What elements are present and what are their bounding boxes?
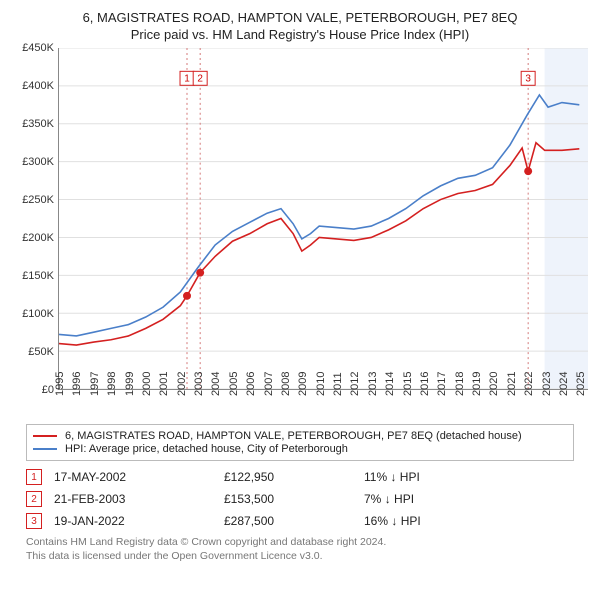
legend-label: HPI: Average price, detached house, City…: [65, 443, 348, 455]
x-axis-labels: 1995199619971998199920002001200220032004…: [58, 390, 588, 418]
event-date: 21-FEB-2003: [54, 492, 224, 506]
y-tick-label: £400K: [22, 80, 54, 92]
y-tick-label: £100K: [22, 308, 54, 320]
event-row: 1 17-MAY-2002£122,95011% ↓ HPI: [26, 469, 574, 485]
y-tick-label: £250K: [22, 194, 54, 206]
event-number-box: 2: [26, 491, 42, 507]
y-tick-label: £150K: [22, 270, 54, 282]
title-main: 6, MAGISTRATES ROAD, HAMPTON VALE, PETER…: [12, 10, 588, 25]
events-table: 1 17-MAY-2002£122,95011% ↓ HPI 2 21-FEB-200…: [26, 469, 574, 529]
y-tick-label: £300K: [22, 156, 54, 168]
footer: Contains HM Land Registry data © Crown c…: [26, 535, 588, 563]
y-tick-label: £0: [42, 384, 54, 396]
chart-container: 6, MAGISTRATES ROAD, HAMPTON VALE, PETER…: [0, 0, 600, 571]
event-date: 17-MAY-2002: [54, 470, 224, 484]
event-number-box: 3: [26, 513, 42, 529]
y-tick-label: £350K: [22, 118, 54, 130]
event-date: 19-JAN-2022: [54, 514, 224, 528]
event-vs-hpi: 7% ↓ HPI: [364, 492, 574, 506]
title-sub: Price paid vs. HM Land Registry's House …: [12, 27, 588, 42]
x-tick-label: 2025: [575, 372, 599, 396]
y-tick-label: £200K: [22, 232, 54, 244]
legend-swatch: [33, 435, 57, 437]
event-vs-hpi: 16% ↓ HPI: [364, 514, 574, 528]
y-tick-label: £450K: [22, 42, 54, 54]
chart-titles: 6, MAGISTRATES ROAD, HAMPTON VALE, PETER…: [12, 10, 588, 42]
event-price: £153,500: [224, 492, 364, 506]
legend-label: 6, MAGISTRATES ROAD, HAMPTON VALE, PETER…: [65, 430, 522, 442]
event-vs-hpi: 11% ↓ HPI: [364, 470, 574, 484]
svg-text:2: 2: [197, 73, 203, 84]
legend: 6, MAGISTRATES ROAD, HAMPTON VALE, PETER…: [26, 424, 574, 461]
y-tick-label: £50K: [28, 346, 54, 358]
legend-swatch: [33, 448, 57, 450]
event-price: £287,500: [224, 514, 364, 528]
event-row: 3 19-JAN-2022£287,50016% ↓ HPI: [26, 513, 574, 529]
event-price: £122,950: [224, 470, 364, 484]
footer-line-1: Contains HM Land Registry data © Crown c…: [26, 535, 588, 549]
footer-line-2: This data is licensed under the Open Gov…: [26, 549, 588, 563]
y-axis-labels: £0£50K£100K£150K£200K£250K£300K£350K£400…: [12, 48, 56, 390]
plot: 12 3: [58, 48, 588, 390]
svg-text:3: 3: [525, 73, 531, 84]
plot-area: £0 £50K £100K £150K £200K £250K £300K £350K £400…: [12, 48, 588, 418]
svg-text:1: 1: [184, 73, 190, 84]
event-number-box: 1: [26, 469, 42, 485]
event-row: 2 21-FEB-2003£153,5007% ↓ HPI: [26, 491, 574, 507]
legend-item: 6, MAGISTRATES ROAD, HAMPTON VALE, PETER…: [33, 430, 567, 442]
legend-item: HPI: Average price, detached house, City…: [33, 443, 567, 455]
